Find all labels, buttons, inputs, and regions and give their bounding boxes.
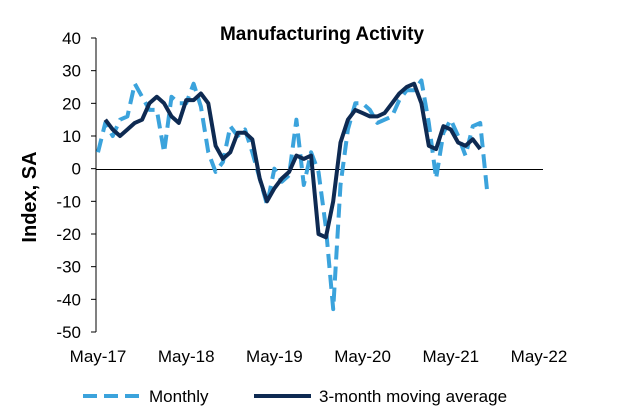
series-line-monthly (96, 78, 490, 312)
legend-label-moving-average: 3-month moving average (319, 387, 507, 406)
y-tick-label: -20 (56, 225, 81, 244)
y-tick-label: -40 (56, 290, 81, 309)
x-tick-label: May-21 (422, 347, 479, 366)
series-line-moving-average (103, 81, 482, 240)
x-tick-label: May-22 (511, 347, 568, 366)
y-tick-label: 30 (62, 62, 81, 81)
y-tick-group: 40 30 20 10 0 -10 -20 -30 -40 -50 (56, 29, 96, 342)
y-tick-label: -30 (56, 258, 81, 277)
y-tick-label: -10 (56, 192, 81, 211)
chart-title: Manufacturing Activity (220, 24, 425, 45)
x-tick-label: May-18 (158, 347, 215, 366)
legend-label-monthly: Monthly (149, 387, 209, 406)
y-tick-label: 0 (72, 160, 81, 179)
x-tick-group: May-17 May-18 May-19 May-20 May-21 May-22 (70, 347, 568, 366)
y-axis-label: Index, SA (19, 151, 41, 242)
x-tick-label: May-17 (70, 347, 127, 366)
x-tick-label: May-19 (246, 347, 303, 366)
y-tick-label: 10 (62, 127, 81, 146)
y-tick-label: 40 (62, 29, 81, 48)
y-tick-label: -50 (56, 323, 81, 342)
y-tick-label: 20 (62, 94, 81, 113)
legend: Monthly 3-month moving average (83, 387, 507, 406)
series-group (96, 78, 490, 312)
x-tick-label: May-20 (334, 347, 391, 366)
